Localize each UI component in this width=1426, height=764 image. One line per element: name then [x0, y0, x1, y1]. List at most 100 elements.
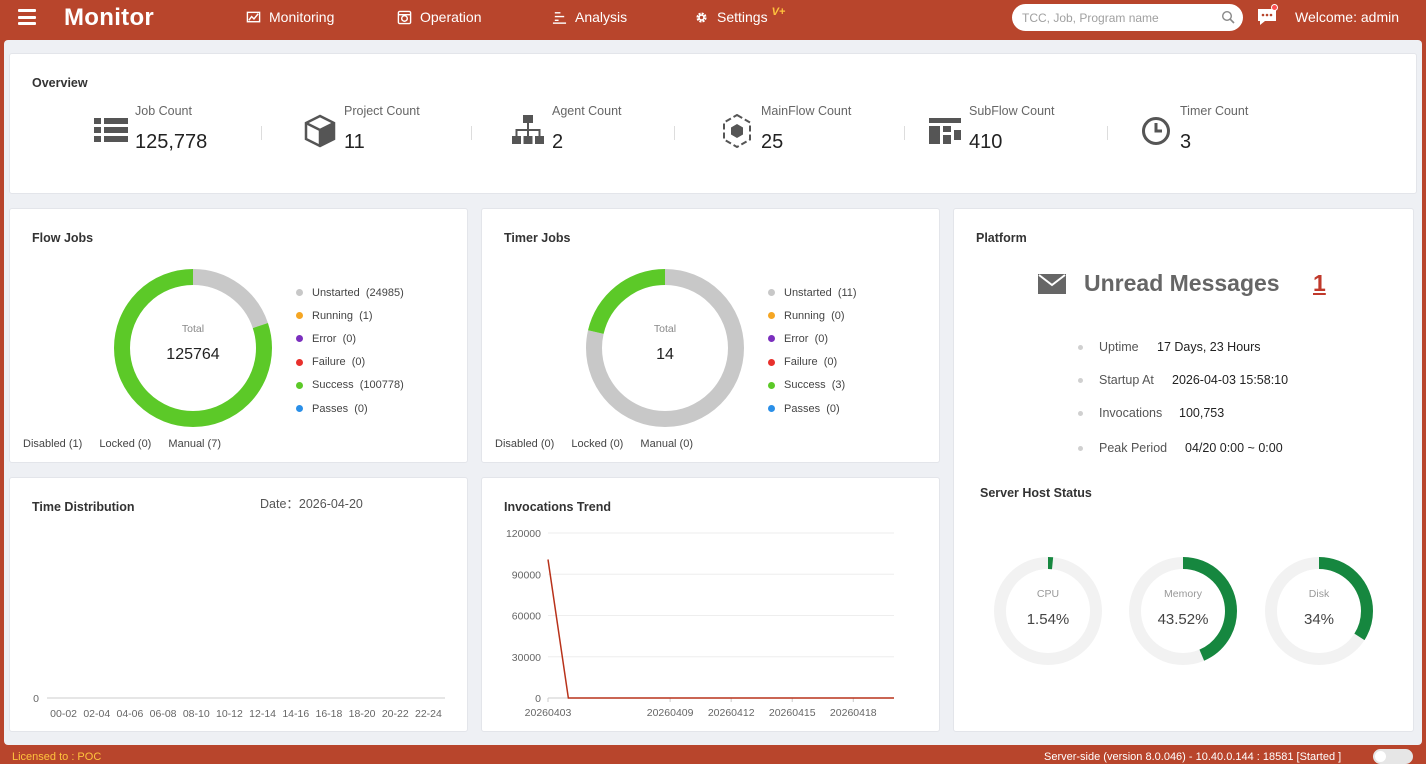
legend-dot: [768, 312, 775, 320]
disabled-count[interactable]: Disabled (1): [23, 438, 83, 450]
nav-label: Settings: [717, 9, 768, 25]
server-status-title: Server Host Status: [980, 486, 1092, 500]
legend-label: Error: [784, 332, 809, 345]
overview-label: Timer Count: [1180, 104, 1249, 118]
locked-count[interactable]: Locked (0): [99, 438, 152, 450]
legend-item[interactable]: Error (0): [768, 327, 857, 350]
x-tick-label: 00-02: [50, 708, 77, 720]
legend-item[interactable]: Error (0): [296, 327, 404, 350]
info-value: 2026-04-03 15:58:10: [1172, 373, 1289, 387]
legend-count: (0): [814, 332, 829, 345]
legend-label: Unstarted: [784, 286, 832, 299]
legend-count: (0): [831, 309, 845, 322]
legend-count: (24985): [365, 286, 404, 299]
flow-jobs-legend: Unstarted (24985) Running (1) Error (0) …: [296, 281, 404, 420]
legend-label: Running: [312, 309, 353, 322]
manual-count[interactable]: Manual (0): [640, 438, 693, 450]
overview-value: 410: [969, 131, 1003, 153]
legend-item[interactable]: Unstarted (24985): [296, 281, 404, 304]
brand-title: Monitor: [64, 4, 155, 31]
hexagon-network-icon: [723, 114, 751, 148]
legend-item[interactable]: Running (1): [296, 304, 404, 327]
donut-segment-success[interactable]: [114, 269, 272, 427]
welcome-user[interactable]: Welcome: admin: [1295, 9, 1400, 25]
legend-count: (0): [823, 356, 838, 369]
status-bar: Licensed to : POC Server-side (version 8…: [0, 745, 1426, 764]
legend-item[interactable]: Failure (0): [768, 351, 857, 374]
y-tick-label: 0: [33, 693, 39, 705]
timer-jobs-footer: Disabled (0) Locked (0) Manual (0): [495, 438, 707, 450]
legend-dot: [296, 381, 303, 389]
legend-item[interactable]: Failure (0): [296, 351, 404, 374]
info-label: Startup At: [1099, 373, 1154, 387]
gauge-arc: [994, 557, 1102, 665]
server-toggle[interactable]: [1373, 749, 1413, 764]
legend-item[interactable]: Running (0): [768, 304, 857, 327]
gear-icon: [696, 11, 707, 23]
legend-item[interactable]: Success (100778): [296, 374, 404, 397]
nav-monitoring[interactable]: Monitoring: [246, 9, 334, 25]
x-tick-label: 12-14: [249, 708, 276, 720]
manual-count[interactable]: Manual (7): [168, 438, 221, 450]
x-tick-label: 04-06: [116, 708, 143, 720]
gauge-arc: [1129, 557, 1237, 665]
search-icon[interactable]: [1221, 10, 1235, 24]
list-icon: [94, 118, 128, 142]
timer-jobs-legend: Unstarted (11) Running (0) Error (0) Fai…: [768, 281, 857, 420]
donut-segment-success[interactable]: [586, 269, 744, 427]
trend-line[interactable]: [547, 559, 894, 699]
legend-item[interactable]: Passes (0): [768, 397, 857, 420]
x-tick-label: 20260418: [830, 707, 877, 719]
y-tick-label: 120000: [506, 528, 541, 540]
menu-icon[interactable]: [18, 9, 36, 25]
hierarchy-icon: [512, 115, 544, 144]
message-icon[interactable]: [1256, 7, 1278, 27]
divider: [471, 126, 472, 140]
legend-label: Unstarted: [312, 286, 360, 299]
legend-item[interactable]: Passes (0): [296, 397, 404, 420]
card-title: Time Distribution: [32, 500, 135, 514]
donut-total-label: Total: [182, 323, 204, 335]
legend-dot: [768, 335, 775, 343]
gauge-arc: [1265, 557, 1373, 665]
overview-card: Overview Job Count 125,778 Project Count…: [9, 53, 1417, 194]
legend-dot: [296, 335, 303, 343]
legend-dot: [768, 405, 775, 413]
donut-total-value: 14: [656, 346, 674, 363]
overview-label: MainFlow Count: [761, 104, 852, 118]
x-tick-label: 14-16: [282, 708, 309, 720]
divider: [674, 126, 675, 140]
info-value: 04/20 0:00 ~ 0:00: [1185, 441, 1283, 455]
info-label: Peak Period: [1099, 441, 1168, 455]
unread-count[interactable]: 1: [1313, 270, 1326, 296]
legend-item[interactable]: Success (3): [768, 374, 857, 397]
gauge-label: Memory: [1164, 588, 1203, 600]
y-tick-label: 90000: [512, 569, 541, 581]
legend-item[interactable]: Unstarted (11): [768, 281, 857, 304]
legend-dot: [296, 312, 303, 320]
donut-ring: [114, 269, 272, 427]
nav-settings[interactable]: Settings V+: [694, 6, 785, 25]
nav-operation[interactable]: Operation: [397, 9, 481, 25]
info-label: Invocations: [1099, 406, 1163, 420]
gauge-value: 1.54%: [1027, 611, 1070, 628]
nav-analysis[interactable]: Analysis: [552, 9, 627, 25]
unread-messages[interactable]: Unread Messages 1: [1038, 268, 1326, 298]
search-input[interactable]: [1012, 4, 1243, 31]
info-value: 17 Days, 23 Hours: [1157, 340, 1261, 354]
y-tick-label: 0: [535, 693, 541, 705]
timer-jobs-donut: Total 14: [586, 269, 744, 427]
clock-icon: [1142, 117, 1170, 145]
x-tick-label: 20260403: [525, 707, 572, 719]
y-tick-label: 30000: [512, 652, 541, 664]
top-bar: Monitor Monitoring Operation Analysis Se…: [0, 0, 1426, 40]
x-tick-label: 06-08: [150, 708, 177, 720]
legend-count: (0): [342, 332, 357, 345]
card-title: Overview: [32, 76, 88, 90]
legend-label: Success: [312, 379, 354, 392]
overview-value: 125,778: [135, 131, 208, 153]
disk-gauge: Disk 34%: [1265, 557, 1373, 665]
locked-count[interactable]: Locked (0): [571, 438, 624, 450]
disabled-count[interactable]: Disabled (0): [495, 438, 555, 450]
legend-dot: [296, 405, 303, 413]
